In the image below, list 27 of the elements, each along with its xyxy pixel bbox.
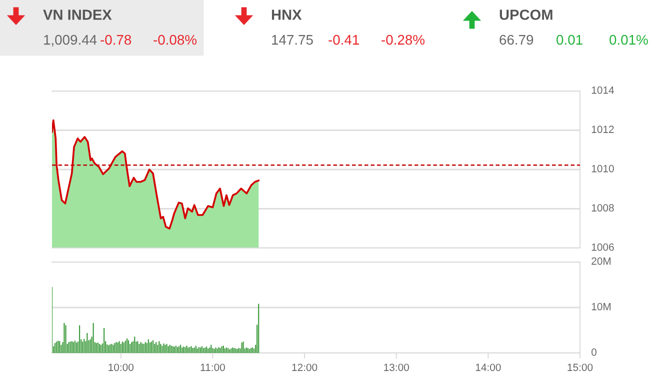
x-tick-label: 14:00 <box>476 364 501 372</box>
data-label: 147.75 <box>272 35 313 45</box>
data-label: -0.41 <box>328 34 359 45</box>
x-tick-label: 15:00 <box>568 364 593 372</box>
y-tick-label: 1014 <box>592 86 614 94</box>
x-tick-label: 10:00 <box>108 364 134 372</box>
y-tick-label: 1006 <box>592 243 614 251</box>
y-tick-label: 1008 <box>592 204 614 212</box>
y-tick-label: 20M <box>592 257 611 265</box>
data-label: -0.08% <box>154 34 197 45</box>
x-tick-label: 13:00 <box>384 364 409 372</box>
y-tick-label: 1012 <box>592 126 614 134</box>
data-label: 0.01 <box>556 34 582 45</box>
category-label: VN INDEX <box>43 10 112 20</box>
data-label: 0.01% <box>610 34 648 45</box>
data-label: 1,009.44 <box>44 34 97 46</box>
data-label: 66.79 <box>500 34 534 45</box>
line-series <box>52 119 260 230</box>
y-tick-label: 10M <box>592 302 611 310</box>
y-tick-label: 1010 <box>592 164 614 172</box>
data-label: -0.78 <box>100 34 132 45</box>
category-label: UPCOM <box>500 10 552 20</box>
data-label: -0.28% <box>382 34 425 45</box>
category-label: HNX <box>272 10 302 20</box>
y-tick-label: 0 <box>592 348 596 356</box>
x-tick-label: 11:00 <box>200 364 225 372</box>
x-tick-label: 12:00 <box>292 364 318 372</box>
